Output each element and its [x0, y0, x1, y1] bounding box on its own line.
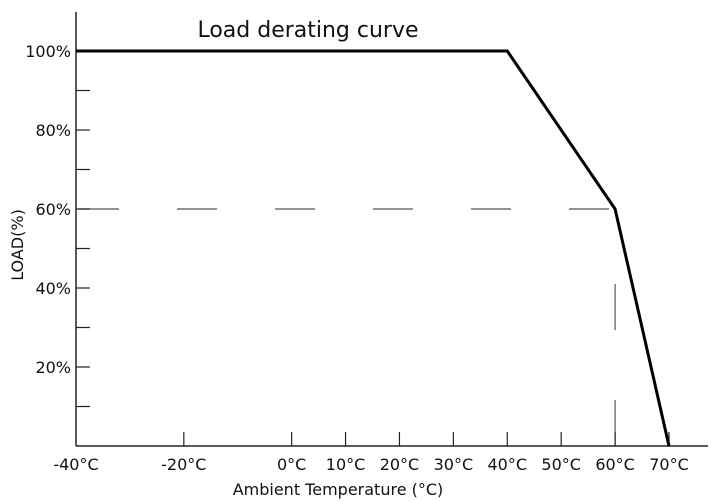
x-tick-label: 30°C	[434, 455, 474, 474]
x-tick-label: 0°C	[277, 455, 306, 474]
y-tick-label: 80%	[35, 121, 71, 140]
chart-axes	[75, 12, 708, 447]
x-tick-label: 70°C	[649, 455, 689, 474]
y-axis-label: LOAD(%)	[8, 209, 27, 281]
reference-lines	[76, 208, 616, 446]
chart-title: Load derating curve	[197, 18, 418, 43]
x-tick-label: -40°C	[53, 455, 98, 474]
y-tick-label: 40%	[35, 279, 71, 298]
y-ticks: 20% 40% 60% 80% 100%	[25, 42, 90, 408]
x-tick-label: 40°C	[488, 455, 528, 474]
derating-curve-line	[76, 49, 671, 447]
x-tick-label: 50°C	[541, 455, 581, 474]
series-layer	[76, 49, 671, 447]
y-tick-label: 60%	[35, 200, 71, 219]
x-tick-label: -20°C	[161, 455, 206, 474]
x-tick-label: 20°C	[380, 455, 420, 474]
x-axis-label: Ambient Temperature (°C)	[233, 480, 444, 499]
x-ticks: -40°C -20°C 0°C 10°C 20°C 30°C 40°C 50°C 60°C 70°…	[53, 432, 689, 474]
y-tick-label: 20%	[35, 358, 71, 377]
x-tick-label: 60°C	[595, 455, 635, 474]
x-tick-label: 10°C	[326, 455, 366, 474]
y-tick-label: 100%	[25, 42, 71, 61]
